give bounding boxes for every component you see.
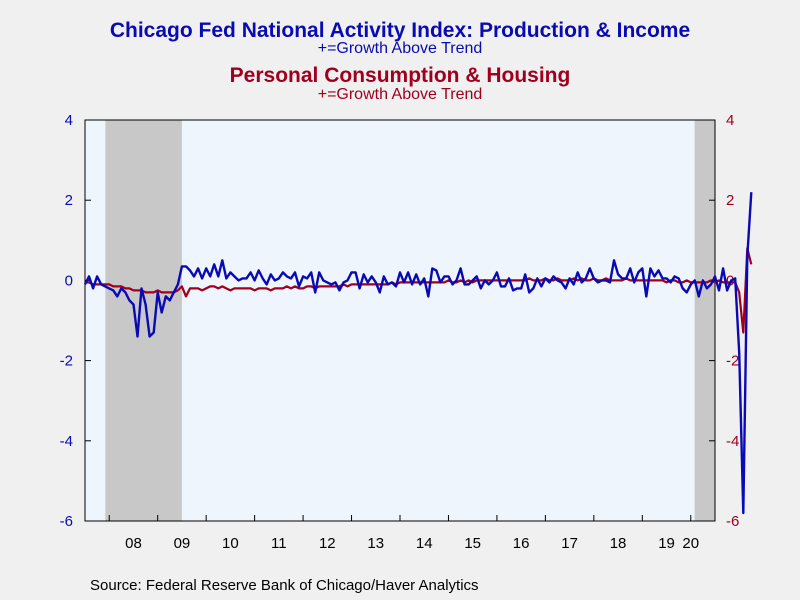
x-tick-label: 15	[464, 535, 481, 552]
x-tick-label: 08	[125, 535, 142, 552]
x-tick-label: 17	[561, 535, 578, 552]
y-tick-label-left: 2	[65, 192, 73, 209]
x-tick-label: 13	[367, 535, 384, 552]
x-tick-label: 16	[513, 535, 530, 552]
recession-band-1	[105, 120, 182, 521]
source-note: Source: Federal Reserve Bank of Chicago/…	[90, 577, 479, 594]
y-tick-label-right: -4	[726, 433, 739, 450]
x-tick-label: 10	[222, 535, 239, 552]
plot-area	[85, 120, 715, 521]
x-tick-label: 14	[416, 535, 433, 552]
x-tick-label: 09	[174, 535, 191, 552]
y-tick-label-left: 4	[65, 112, 73, 129]
y-tick-label-left: 0	[65, 272, 73, 289]
chart-title: Chicago Fed National Activity Index: Pro…	[109, 19, 691, 42]
y-tick-label-right: -6	[726, 513, 739, 530]
y-tick-label-right: 2	[726, 192, 734, 209]
series-line-production-income	[83, 192, 753, 515]
x-tick-label: 20	[682, 535, 699, 552]
chart-subtitle-2: +=Growth Above Trend	[317, 86, 483, 103]
recession-band-2	[694, 120, 715, 521]
y-tick-label-right: 4	[726, 112, 734, 129]
x-tick-label: 12	[319, 535, 336, 552]
y-tick-label-right: -2	[726, 353, 739, 370]
y-tick-label-left: -6	[60, 513, 73, 530]
y-tick-label-left: -2	[60, 353, 73, 370]
chart-title-2: Personal Consumption & Housing	[229, 64, 571, 87]
x-tick-label: 11	[271, 535, 287, 552]
y-tick-label-left: -4	[60, 433, 73, 450]
x-tick-label: 18	[610, 535, 627, 552]
x-tick-label: 19	[658, 535, 675, 552]
chart-subtitle: +=Growth Above Trend	[317, 40, 483, 57]
